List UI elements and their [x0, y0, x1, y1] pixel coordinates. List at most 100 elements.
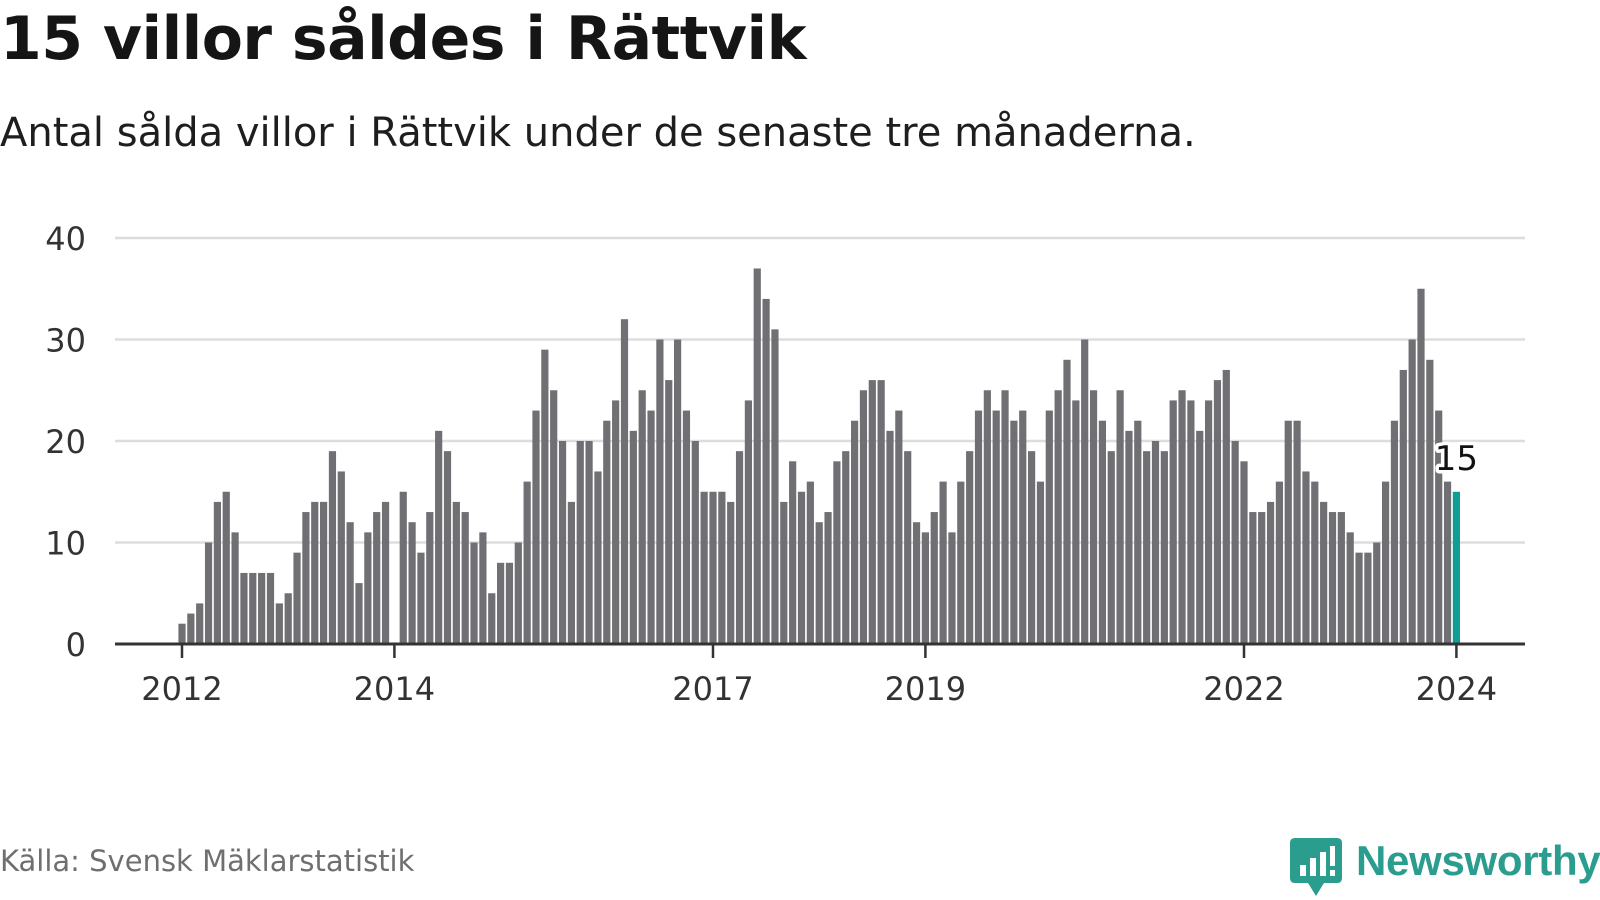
bar	[1116, 390, 1124, 644]
bar	[576, 441, 584, 644]
bar	[718, 491, 726, 644]
bar	[1178, 390, 1186, 644]
bar	[187, 613, 195, 644]
bar	[1160, 451, 1168, 644]
bar-chart: 0 10 20 30 40 2012 2014 2017 2019 2022 2024 15	[45, 220, 1525, 708]
bar	[567, 501, 575, 644]
bar	[868, 380, 876, 644]
bar	[311, 501, 319, 644]
bar	[1302, 471, 1310, 644]
y-axis-ticks: 0 10 20 30 40	[45, 220, 86, 664]
bar	[1266, 501, 1275, 644]
bar	[1320, 501, 1328, 644]
bar	[178, 623, 186, 644]
bar	[1089, 390, 1098, 644]
bar	[930, 512, 938, 644]
bar	[1028, 451, 1036, 644]
bar-series	[178, 268, 1460, 644]
bar	[682, 410, 691, 644]
bar	[1373, 542, 1381, 644]
bar	[709, 491, 717, 644]
bar	[859, 390, 868, 644]
bar	[426, 512, 434, 644]
bar	[797, 491, 806, 644]
bar	[603, 420, 611, 644]
bar	[594, 471, 602, 644]
bar	[293, 552, 301, 644]
bar	[1426, 359, 1434, 644]
bar	[417, 552, 425, 644]
bar	[196, 603, 204, 644]
x-tick-label: 2024	[1416, 670, 1497, 708]
y-tick-label: 20	[45, 423, 86, 461]
bar	[435, 430, 443, 644]
bar	[514, 542, 522, 644]
bar	[1337, 512, 1345, 644]
bar	[806, 481, 814, 644]
bar	[452, 501, 460, 644]
y-tick-label: 10	[45, 525, 86, 563]
bar	[1311, 481, 1319, 644]
bar	[302, 512, 310, 644]
bar	[284, 593, 292, 644]
bar	[921, 532, 929, 644]
bar	[497, 562, 505, 644]
bar	[1054, 390, 1062, 644]
bar	[541, 349, 549, 644]
bar	[1346, 532, 1354, 644]
bar	[505, 562, 514, 644]
bar	[585, 441, 593, 644]
bar	[346, 522, 354, 644]
bar	[1063, 359, 1071, 644]
bar	[1364, 552, 1372, 644]
x-tick-label: 2019	[885, 670, 966, 708]
bar	[1019, 410, 1027, 644]
bar	[957, 481, 965, 644]
bar	[629, 430, 637, 644]
bar	[1408, 339, 1416, 644]
bar	[1399, 369, 1407, 644]
chart-title: 15 villor såldes i Rättvik	[0, 4, 807, 74]
bar	[1143, 451, 1151, 644]
bar	[1187, 400, 1195, 644]
bar	[443, 451, 452, 644]
bar	[992, 410, 1000, 644]
bar	[948, 532, 956, 644]
bar	[1098, 420, 1106, 644]
bar	[461, 512, 469, 644]
bar	[1081, 339, 1089, 644]
bar	[735, 451, 744, 644]
bar	[886, 430, 894, 644]
bar	[1390, 420, 1399, 644]
bar	[1045, 410, 1053, 644]
bar	[665, 380, 673, 644]
bar	[275, 603, 283, 644]
annotation: 15	[1431, 436, 1481, 483]
bar-highlight	[1452, 491, 1460, 644]
bar	[558, 441, 567, 644]
bar	[789, 461, 797, 644]
bar	[753, 268, 761, 644]
bar	[258, 572, 266, 644]
source-credit: Källa: Svensk Mäklarstatistik	[0, 844, 415, 878]
bar	[532, 410, 540, 644]
bar	[1240, 461, 1248, 644]
bar	[656, 339, 664, 644]
bar	[381, 501, 390, 644]
bar	[780, 501, 788, 644]
bar	[966, 451, 974, 644]
bar	[1284, 420, 1292, 644]
bar	[364, 532, 372, 644]
bar	[355, 583, 363, 644]
bar	[479, 532, 487, 644]
bar	[1072, 400, 1080, 644]
bar	[1213, 380, 1222, 644]
bar	[1293, 420, 1301, 644]
chart-subtitle: Antal sålda villor i Rättvik under de se…	[0, 110, 1196, 156]
bar	[824, 512, 832, 644]
bar	[1231, 441, 1239, 644]
x-tick-label: 2017	[672, 670, 753, 708]
bar	[939, 481, 947, 644]
bar	[1169, 400, 1177, 644]
y-tick-label: 30	[45, 322, 86, 360]
